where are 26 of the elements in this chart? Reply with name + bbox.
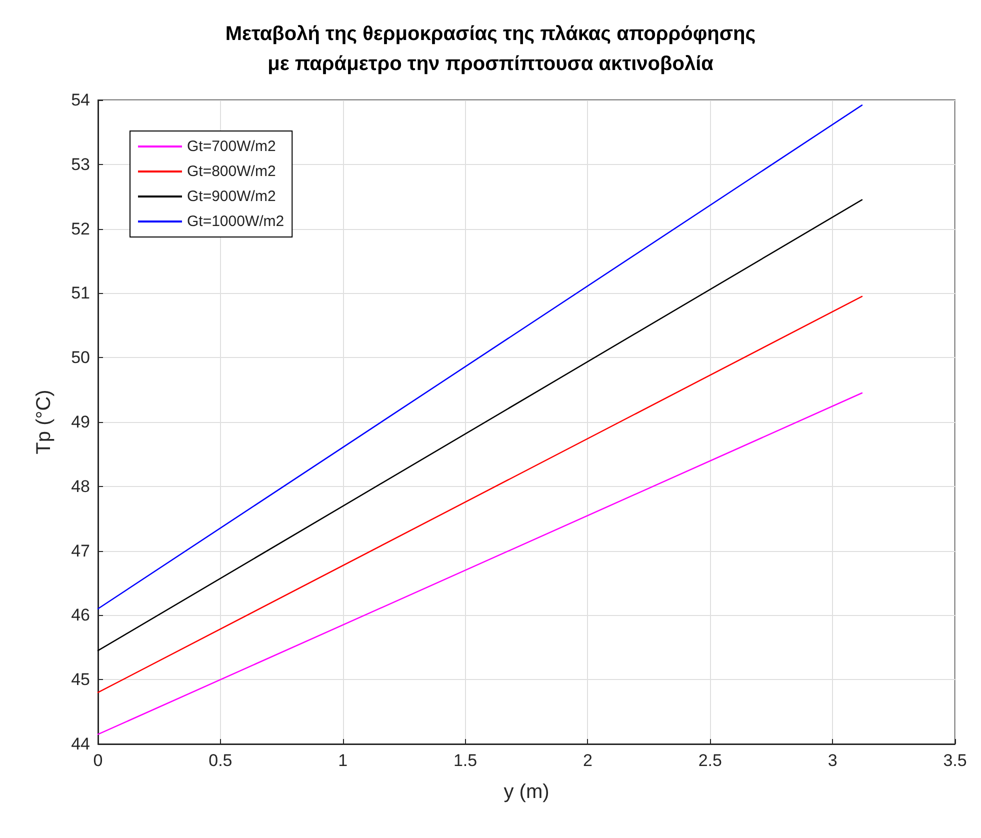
x-tick-label: 1 bbox=[338, 751, 348, 770]
x-tick-label: 2 bbox=[582, 751, 592, 770]
y-tick-label: 49 bbox=[71, 412, 90, 432]
y-axis-title: Tp (°C) bbox=[33, 390, 55, 454]
y-tick-label: 50 bbox=[71, 348, 90, 368]
x-tick-label: 2.5 bbox=[698, 751, 722, 770]
legend-label: Gt=800W/m2 bbox=[187, 163, 276, 180]
x-tick-label: 0 bbox=[93, 751, 103, 770]
legend-label: Gt=1000W/m2 bbox=[187, 213, 284, 230]
y-tick-label: 52 bbox=[71, 219, 90, 238]
y-tick-label: 46 bbox=[71, 606, 90, 625]
y-tick-label: 44 bbox=[71, 734, 90, 754]
x-tick-label: 0.5 bbox=[208, 751, 232, 770]
y-tick-label: 45 bbox=[71, 670, 90, 690]
y-tick-label: 47 bbox=[71, 541, 90, 560]
y-tick-label: 53 bbox=[71, 154, 90, 174]
x-tick-label: 3.5 bbox=[943, 751, 967, 770]
chart-title: Μεταβολή της θερμοκρασίας της πλάκας απορρόφησης με παράμετρο την προσπίπτουσα ακτινοβολία bbox=[225, 23, 756, 75]
x-tick-label: 3 bbox=[828, 751, 838, 770]
x-tick-label: 1.5 bbox=[453, 751, 478, 770]
legend-label: Gt=900W/m2 bbox=[187, 188, 276, 205]
y-tick-label: 51 bbox=[71, 284, 90, 303]
y-tick-label: 48 bbox=[71, 476, 90, 496]
x-axis-title: y (m) bbox=[504, 781, 550, 803]
y-tick-label: 54 bbox=[71, 90, 90, 110]
legend-label: Gt=700W/m2 bbox=[187, 138, 276, 155]
